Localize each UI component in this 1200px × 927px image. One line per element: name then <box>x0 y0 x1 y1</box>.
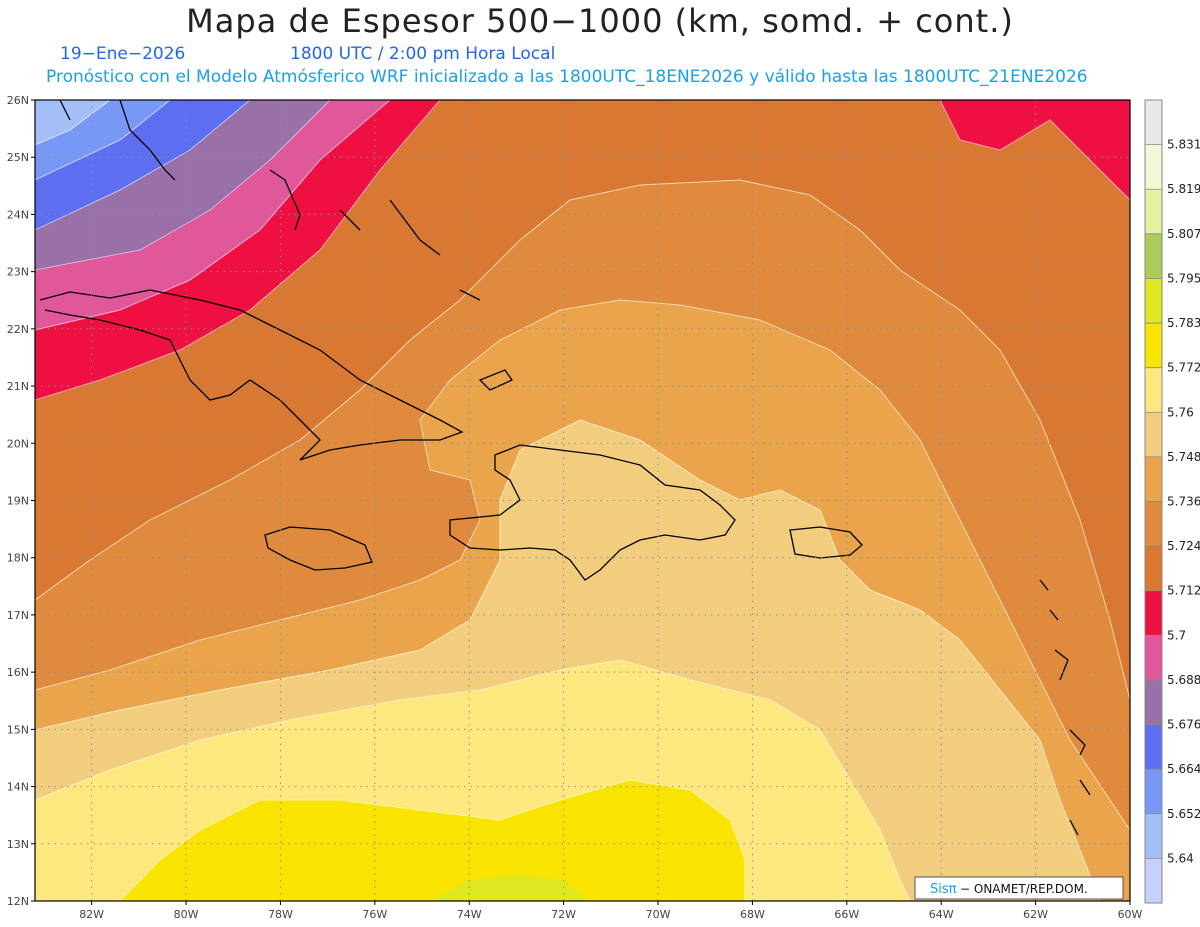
lat-tick-label: 18N <box>7 552 29 565</box>
colorbar-swatch <box>1145 724 1162 770</box>
colorbar-swatch <box>1145 144 1162 190</box>
colorbar-level-label: 5.772 <box>1167 361 1200 375</box>
colorbar-level-label: 5.783 <box>1167 316 1200 330</box>
colorbar-swatch <box>1145 100 1162 146</box>
grid-lines <box>35 100 1130 901</box>
colorbar-level-label: 5.652 <box>1167 807 1200 821</box>
colorbar-swatch <box>1145 501 1162 547</box>
lon-tick-label: 64W <box>929 908 954 921</box>
colorbar-swatch <box>1145 412 1162 458</box>
lat-tick-label: 13N <box>7 838 29 851</box>
lat-tick-label: 12N <box>7 895 29 908</box>
credit-box: Sisπ − ONAMET/REP.DOM. <box>914 876 1124 900</box>
colorbar-level-label: 5.748 <box>1167 450 1200 464</box>
coastlines <box>39 100 1091 836</box>
lat-tick-label: 15N <box>7 723 29 736</box>
colorbar-level-label: 5.736 <box>1167 495 1200 509</box>
lon-tick-label: 82W <box>79 908 104 921</box>
colorbar-level-label: 5.831 <box>1167 138 1200 152</box>
lon-tick-label: 66W <box>834 908 859 921</box>
colorbar-level-label: 5.712 <box>1167 584 1200 598</box>
band-5700-east <box>939 100 1130 201</box>
hispaniola-coastline <box>449 444 736 581</box>
lat-tick-label: 17N <box>7 609 29 622</box>
colorbar-swatch <box>1145 367 1162 413</box>
colorbar-swatch <box>1145 189 1162 235</box>
lon-tick-label: 62W <box>1023 908 1048 921</box>
forecast-time: 1800 UTC / 2:00 pm Hora Local <box>290 44 556 64</box>
lat-tick-label: 20N <box>7 437 29 450</box>
colorbar-swatch <box>1145 813 1162 859</box>
lon-tick-label: 80W <box>174 908 199 921</box>
lat-tick-label: 19N <box>7 495 29 508</box>
colorbar-swatch <box>1145 635 1162 681</box>
credit-brand: Sisπ <box>930 882 957 897</box>
lesser-antilles-coastline <box>1039 579 1091 836</box>
colorbar-swatch <box>1145 679 1162 726</box>
band-5640 <box>35 100 111 146</box>
lat-tick-label: 14N <box>7 781 29 794</box>
lon-tick-label: 60W <box>1118 908 1143 921</box>
colorbar-level-label: 5.688 <box>1167 673 1200 687</box>
lat-tick-label: 21N <box>7 380 29 393</box>
band-5783 <box>430 875 590 901</box>
lon-tick-label: 72W <box>551 908 576 921</box>
lat-tick-label: 16N <box>7 666 29 679</box>
colorbar-level-label: 5.64 <box>1167 851 1194 865</box>
colorbar: 5.831 5.819 5.807 5.795 5.783 5.772 5.76 5.748 5… <box>1144 99 1200 904</box>
lon-tick-label: 70W <box>646 908 671 921</box>
credit-org: − ONAMET/REP.DOM. <box>960 882 1088 896</box>
plot-area <box>35 100 1130 901</box>
lat-tick-label: 24N <box>7 208 29 221</box>
lat-tick-label: 22N <box>7 323 29 336</box>
colorbar-level-label: 5.724 <box>1167 539 1200 553</box>
colorbar-level-label: 5.819 <box>1167 182 1200 196</box>
colorbar-swatch <box>1145 858 1162 904</box>
lat-tick-label: 25N <box>7 151 29 164</box>
colorbar-level-label: 5.807 <box>1167 227 1200 241</box>
cuba-coastline <box>39 289 464 461</box>
colorbar-level-label: 5.676 <box>1167 718 1200 732</box>
longitude-axis: 82W 80W 78W 76W 74W 72W 70W 68W 66W 64W 62W 60W <box>79 901 1143 921</box>
colorbar-swatch <box>1145 546 1162 592</box>
model-info: Pronóstico con el Modelo Atmósferico WRF… <box>46 67 1088 87</box>
band-5772 <box>119 779 746 901</box>
lon-tick-label: 76W <box>362 908 387 921</box>
latitude-axis: 26N 25N 24N 23N 22N 21N 20N 19N 18N 17N 16N 15N 14N 1… <box>7 94 35 908</box>
colorbar-swatch <box>1145 590 1162 636</box>
lat-tick-label: 26N <box>7 94 29 107</box>
lon-tick-label: 74W <box>457 908 482 921</box>
lat-tick-label: 23N <box>7 266 29 279</box>
map-title: Mapa de Espesor 500−1000 (km, somd. + co… <box>186 2 1014 40</box>
jamaica-coastline <box>264 526 373 571</box>
colorbar-swatch <box>1145 278 1162 324</box>
colorbar-level-label: 5.795 <box>1167 271 1200 285</box>
florida-coastline <box>59 100 176 181</box>
colorbar-swatch <box>1145 323 1162 369</box>
colorbar-swatch <box>1145 769 1162 815</box>
lon-tick-label: 68W <box>740 908 765 921</box>
colorbar-swatch <box>1145 456 1162 502</box>
colorbar-swatch <box>1145 233 1162 279</box>
bahamas-coastline <box>269 169 513 391</box>
puerto-rico-coastline <box>789 526 863 559</box>
colorbar-level-label: 5.7 <box>1167 628 1186 642</box>
lon-tick-label: 78W <box>268 908 293 921</box>
colorbar-level-label: 5.664 <box>1167 762 1200 776</box>
colorbar-level-label: 5.76 <box>1167 405 1194 419</box>
forecast-date: 19−Ene−2026 <box>60 44 186 64</box>
